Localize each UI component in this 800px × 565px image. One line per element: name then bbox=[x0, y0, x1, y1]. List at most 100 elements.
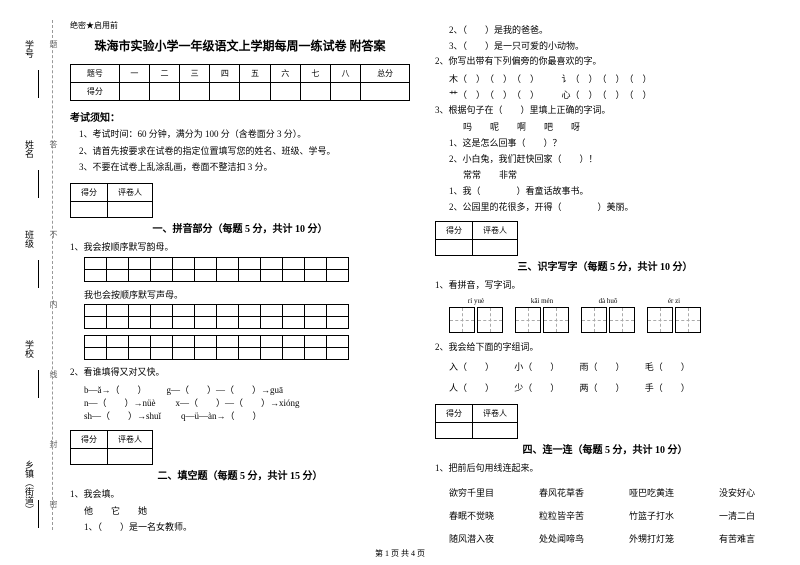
connect-row: 随风潜入夜 处处闻啼鸟 外甥打灯笼 有苦难言 bbox=[449, 532, 775, 545]
pinyin-grid bbox=[84, 335, 349, 360]
score-header: 七 bbox=[300, 65, 330, 83]
connect-row: 欲穷千里目 春风花草香 哑巴吃黄连 没安好心 bbox=[449, 486, 775, 499]
right-column: 2、（ ）是我的爸爸。 3、（ ）是一只可爱的小动物。 2、你写出带有下列偏旁的… bbox=[435, 20, 775, 545]
score-header: 八 bbox=[330, 65, 360, 83]
connect-item: 有苦难言 bbox=[719, 532, 755, 545]
seal-char: 答 bbox=[48, 140, 59, 148]
word-item: 人（ ） bbox=[449, 380, 494, 396]
marker-box: 得分评卷人 bbox=[70, 183, 153, 218]
word-item: 手（ ） bbox=[645, 380, 690, 396]
q2-1-3: 3、（ ）是一只可爱的小动物。 bbox=[449, 39, 775, 52]
score-label: 得分 bbox=[436, 405, 473, 423]
marker-label: 评卷人 bbox=[108, 183, 153, 201]
exam-title: 珠海市实验小学一年级语文上学期每周一练试卷 附答案 bbox=[70, 37, 410, 54]
pinyin-item: b—ǎ→（ ） bbox=[84, 383, 147, 396]
confidential-label: 绝密★启用前 bbox=[70, 20, 410, 31]
label-school: 学校 bbox=[23, 340, 36, 358]
q2-3-3: 1、我（ ）看童话故事书。 bbox=[449, 184, 775, 197]
marker-label: 评卷人 bbox=[108, 430, 153, 448]
pinyin-item: n—（ ）→nüè bbox=[84, 396, 156, 409]
score-header: 四 bbox=[210, 65, 240, 83]
q1-1: 1、我会按顺序默写韵母。 bbox=[70, 241, 410, 255]
score-row-label: 得分 bbox=[71, 83, 120, 101]
word-item: 少（ ） bbox=[514, 380, 559, 396]
section-3-title: 三、识字写字（每题 5 分，共计 10 分） bbox=[435, 258, 775, 273]
seal-line bbox=[52, 20, 53, 530]
q2-1: 1、我会填。 bbox=[70, 488, 410, 502]
marker-box: 得分评卷人 bbox=[435, 221, 518, 256]
connect-item: 竹篮子打水 bbox=[629, 509, 674, 522]
score-header: 总分 bbox=[361, 65, 410, 83]
pinyin-label: rí yuè bbox=[468, 297, 484, 305]
q2-2: 2、你写出带有下列偏旁的你最喜欢的字。 bbox=[435, 55, 775, 69]
page-footer: 第 1 页 共 4 页 bbox=[0, 548, 800, 559]
char-box bbox=[477, 307, 503, 333]
notice-item: 1、考试时间：60 分钟，满分为 100 分（含卷面分 3 分）。 bbox=[70, 128, 410, 142]
char-box bbox=[543, 307, 569, 333]
pinyin-item: x—（ ）—（ ）→xióng bbox=[176, 396, 300, 409]
char-box bbox=[675, 307, 701, 333]
seal-char: 内 bbox=[48, 300, 59, 308]
connect-row: 春眠不觉晓 粒粒皆辛苦 竹篮子打水 一清二白 bbox=[449, 509, 775, 522]
label-town: 乡镇（街道） bbox=[23, 460, 36, 514]
char-box bbox=[449, 307, 475, 333]
q2-1-1: 1、（ ）是一名女教师。 bbox=[84, 520, 410, 533]
marker-label: 评卷人 bbox=[473, 405, 518, 423]
score-header: 五 bbox=[240, 65, 270, 83]
q1-1b: 我也会按顺序默写声母。 bbox=[84, 288, 410, 301]
score-label: 得分 bbox=[436, 222, 473, 240]
score-table: 题号 一 二 三 四 五 六 七 八 总分 得分 bbox=[70, 64, 410, 101]
connect-item: 处处闻啼鸟 bbox=[539, 532, 584, 545]
connect-item: 没安好心 bbox=[719, 486, 755, 499]
notice-item: 3、不要在试卷上乱涂乱画，卷面不整洁扣 3 分。 bbox=[70, 161, 410, 175]
char-box bbox=[609, 307, 635, 333]
pinyin-grid bbox=[84, 304, 349, 329]
q4-1: 1、把前后句用线连起来。 bbox=[435, 462, 775, 476]
binding-margin: 学号 姓名 班级 学校 乡镇（街道） bbox=[8, 0, 48, 565]
pinyin-item: q—ü—àn→（ ） bbox=[181, 409, 262, 422]
connect-item: 粒粒皆辛苦 bbox=[539, 509, 584, 522]
char-box bbox=[581, 307, 607, 333]
connect-item: 随风潜入夜 bbox=[449, 532, 494, 545]
score-header: 题号 bbox=[71, 65, 120, 83]
score-header: 六 bbox=[270, 65, 300, 83]
connect-item: 欲穷千里目 bbox=[449, 486, 494, 499]
q2-3-1: 1、这是怎么回事（ ）？ bbox=[449, 136, 775, 149]
pinyin-label: dà huǒ bbox=[599, 297, 618, 305]
q2-1-sub: 他 它 她 bbox=[84, 504, 410, 517]
connect-item: 春眠不觉晓 bbox=[449, 509, 494, 522]
word-item: 入（ ） bbox=[449, 359, 494, 375]
char-box bbox=[647, 307, 673, 333]
q2-3-2: 2、小白兔，我们赶快回家（ ）！ bbox=[449, 152, 775, 165]
connect-item: 哑巴吃黄连 bbox=[629, 486, 674, 499]
score-header: 一 bbox=[119, 65, 149, 83]
pinyin-grid bbox=[84, 257, 349, 282]
word-item: 两（ ） bbox=[580, 380, 625, 396]
connect-item: 一清二白 bbox=[719, 509, 755, 522]
q2-3-opts2: 常常 非常 bbox=[463, 168, 775, 181]
left-column: 绝密★启用前 珠海市实验小学一年级语文上学期每周一练试卷 附答案 题号 一 二 … bbox=[70, 20, 410, 545]
label-name: 姓名 bbox=[23, 140, 36, 158]
char-write-boxes: rí yuè kāi mén dà huǒ ér zi bbox=[449, 297, 775, 333]
seal-char: 题 bbox=[48, 40, 59, 48]
score-label: 得分 bbox=[71, 430, 108, 448]
word-row: 入（ ） 小（ ） 雨（ ） 毛（ ） bbox=[449, 359, 775, 375]
q2-3: 3、根据句子在（ ）里填上正确的字词。 bbox=[435, 104, 775, 118]
pinyin-item: sh—（ ）→shuǐ bbox=[84, 409, 161, 422]
word-item: 小（ ） bbox=[514, 359, 559, 375]
char-box bbox=[515, 307, 541, 333]
connect-item: 外甥打灯笼 bbox=[629, 532, 674, 545]
section-2-title: 二、填空题（每题 5 分，共计 15 分） bbox=[70, 467, 410, 482]
q3-2: 2、我会给下面的字组词。 bbox=[435, 341, 775, 355]
score-header: 三 bbox=[180, 65, 210, 83]
seal-char: 封 bbox=[48, 440, 59, 448]
q2-3-4: 2、公园里的花很多，开得（ ）美丽。 bbox=[449, 200, 775, 213]
pinyin-label: kāi mén bbox=[531, 297, 553, 305]
word-item: 雨（ ） bbox=[580, 359, 625, 375]
marker-label: 评卷人 bbox=[473, 222, 518, 240]
section-4-title: 四、连一连（每题 5 分，共计 10 分） bbox=[435, 441, 775, 456]
score-label: 得分 bbox=[71, 183, 108, 201]
marker-box: 得分评卷人 bbox=[70, 430, 153, 465]
label-id: 学号 bbox=[23, 40, 36, 58]
label-class: 班级 bbox=[23, 230, 36, 248]
